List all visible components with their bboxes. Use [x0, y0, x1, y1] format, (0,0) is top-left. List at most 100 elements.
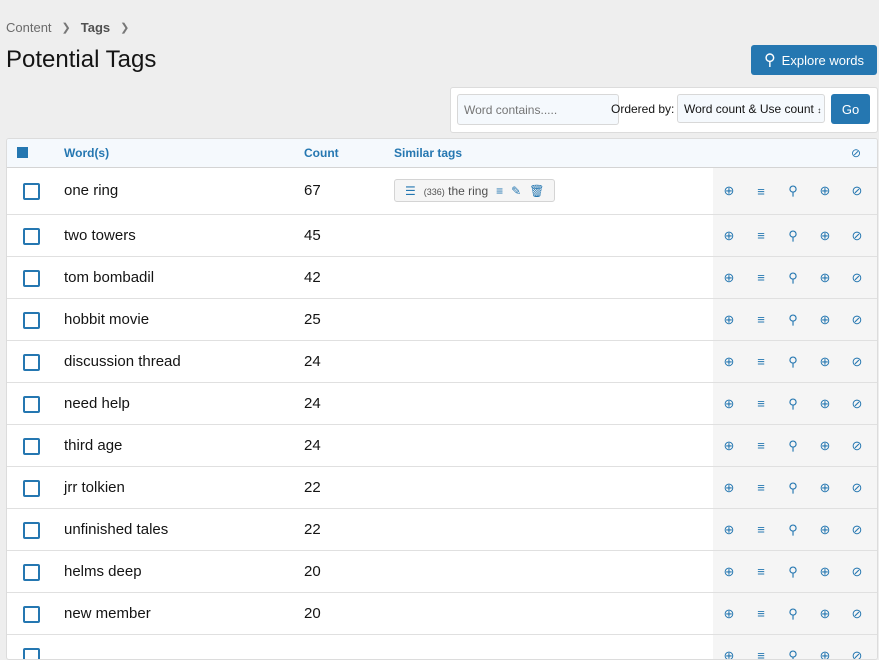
row-actions: ⊕ ≡ ⚲ ⊕ ⊘: [713, 635, 877, 660]
merge-icon[interactable]: ≡: [745, 354, 777, 369]
row-checkbox[interactable]: [23, 354, 40, 371]
count: 20: [304, 605, 321, 622]
search-icon[interactable]: ⚲: [777, 564, 809, 580]
zoom-in-icon[interactable]: ⊕: [809, 354, 841, 370]
zoom-in-icon[interactable]: ⊕: [809, 648, 841, 660]
hide-icon[interactable]: ⊘: [841, 270, 873, 286]
search-icon[interactable]: ⚲: [777, 606, 809, 622]
search-icon[interactable]: ⚲: [777, 480, 809, 496]
edit-icon[interactable]: ✎: [511, 184, 521, 198]
row-actions: ⊕ ≡ ⚲ ⊕ ⊘: [713, 299, 877, 340]
add-tag-icon[interactable]: ⊕: [713, 522, 745, 538]
select-all-checkbox[interactable]: [17, 147, 28, 158]
row-checkbox[interactable]: [23, 522, 40, 539]
row-checkbox[interactable]: [23, 438, 40, 455]
hide-icon[interactable]: ⊘: [841, 606, 873, 622]
merge-icon[interactable]: ≡: [745, 606, 777, 621]
word: tom bombadil: [64, 269, 154, 286]
breadcrumb-tags[interactable]: Tags: [81, 20, 110, 35]
count: 42: [304, 269, 321, 286]
hide-all-icon[interactable]: ⊘: [851, 146, 861, 160]
merge-icon[interactable]: ≡: [496, 184, 503, 198]
row-checkbox[interactable]: [23, 564, 40, 581]
zoom-in-icon[interactable]: ⊕: [809, 396, 841, 412]
row-actions: ⊕ ≡ ⚲ ⊕ ⊘: [713, 593, 877, 634]
zoom-in-icon[interactable]: ⊕: [809, 183, 841, 199]
explore-words-button[interactable]: ⚲Explore words: [751, 45, 877, 75]
count: 24: [304, 353, 321, 370]
hide-icon[interactable]: ⊘: [841, 522, 873, 538]
hide-icon[interactable]: ⊘: [841, 396, 873, 412]
merge-icon[interactable]: ≡: [745, 480, 777, 495]
merge-icon[interactable]: ≡: [745, 184, 777, 199]
search-icon[interactable]: ⚲: [777, 396, 809, 412]
search-icon[interactable]: ⚲: [777, 312, 809, 328]
count: 45: [304, 227, 321, 244]
add-tag-icon[interactable]: ⊕: [713, 438, 745, 454]
add-tag-icon[interactable]: ⊕: [713, 354, 745, 370]
zoom-in-icon[interactable]: ⊕: [809, 438, 841, 454]
add-tag-icon[interactable]: ⊕: [713, 648, 745, 660]
word: one ring: [64, 182, 118, 199]
zoom-in-icon[interactable]: ⊕: [809, 270, 841, 286]
table-row: ⊕ ≡ ⚲ ⊕ ⊘: [7, 635, 877, 660]
merge-icon[interactable]: ≡: [745, 270, 777, 285]
hide-icon[interactable]: ⊘: [841, 183, 873, 199]
order-select[interactable]: Word count & Use count ↕: [677, 94, 825, 123]
col-count[interactable]: Count: [304, 146, 339, 160]
merge-icon[interactable]: ≡: [745, 396, 777, 411]
search-icon[interactable]: ⚲: [777, 522, 809, 538]
delete-icon[interactable]: 🗑: [529, 184, 544, 198]
count: 24: [304, 395, 321, 412]
search-icon[interactable]: ⚲: [777, 228, 809, 244]
zoom-in-icon[interactable]: ⊕: [809, 228, 841, 244]
breadcrumb-content[interactable]: Content: [6, 20, 52, 35]
word: helms deep: [64, 563, 142, 580]
row-checkbox[interactable]: [23, 606, 40, 623]
add-tag-icon[interactable]: ⊕: [713, 480, 745, 496]
row-checkbox[interactable]: [23, 396, 40, 413]
hide-icon[interactable]: ⊘: [841, 312, 873, 328]
merge-icon[interactable]: ≡: [745, 522, 777, 537]
merge-icon[interactable]: ≡: [745, 648, 777, 660]
word: need help: [64, 395, 130, 412]
row-checkbox[interactable]: [23, 480, 40, 497]
row-checkbox[interactable]: [23, 648, 40, 660]
zoom-in-icon[interactable]: ⊕: [809, 522, 841, 538]
merge-icon[interactable]: ≡: [745, 564, 777, 579]
row-checkbox[interactable]: [23, 228, 40, 245]
hide-icon[interactable]: ⊘: [841, 480, 873, 496]
add-tag-icon[interactable]: ⊕: [713, 312, 745, 328]
hide-icon[interactable]: ⊘: [841, 354, 873, 370]
row-checkbox[interactable]: [23, 183, 40, 200]
hide-icon[interactable]: ⊘: [841, 438, 873, 454]
add-tag-icon[interactable]: ⊕: [713, 270, 745, 286]
merge-icon[interactable]: ≡: [745, 438, 777, 453]
hide-icon[interactable]: ⊘: [841, 228, 873, 244]
search-icon[interactable]: ⚲: [777, 438, 809, 454]
row-checkbox[interactable]: [23, 270, 40, 287]
merge-icon[interactable]: ≡: [745, 228, 777, 243]
search-icon[interactable]: ⚲: [777, 354, 809, 370]
merge-icon[interactable]: ≡: [745, 312, 777, 327]
zoom-in-icon[interactable]: ⊕: [809, 606, 841, 622]
hide-icon[interactable]: ⊘: [841, 564, 873, 580]
go-button[interactable]: Go: [831, 94, 870, 124]
list-icon[interactable]: ☰: [405, 184, 416, 198]
word-contains-input[interactable]: [457, 94, 619, 125]
breadcrumb: Content❯ Tags❯: [6, 20, 129, 35]
zoom-in-icon[interactable]: ⊕: [809, 312, 841, 328]
row-checkbox[interactable]: [23, 312, 40, 329]
search-icon[interactable]: ⚲: [777, 183, 809, 199]
search-icon[interactable]: ⚲: [777, 648, 809, 660]
hide-icon[interactable]: ⊘: [841, 648, 873, 660]
search-icon[interactable]: ⚲: [777, 270, 809, 286]
zoom-in-icon[interactable]: ⊕: [809, 564, 841, 580]
add-tag-icon[interactable]: ⊕: [713, 396, 745, 412]
add-tag-icon[interactable]: ⊕: [713, 564, 745, 580]
col-words[interactable]: Word(s): [64, 146, 109, 160]
add-tag-icon[interactable]: ⊕: [713, 606, 745, 622]
add-tag-icon[interactable]: ⊕: [713, 228, 745, 244]
add-tag-icon[interactable]: ⊕: [713, 183, 745, 199]
zoom-in-icon[interactable]: ⊕: [809, 480, 841, 496]
